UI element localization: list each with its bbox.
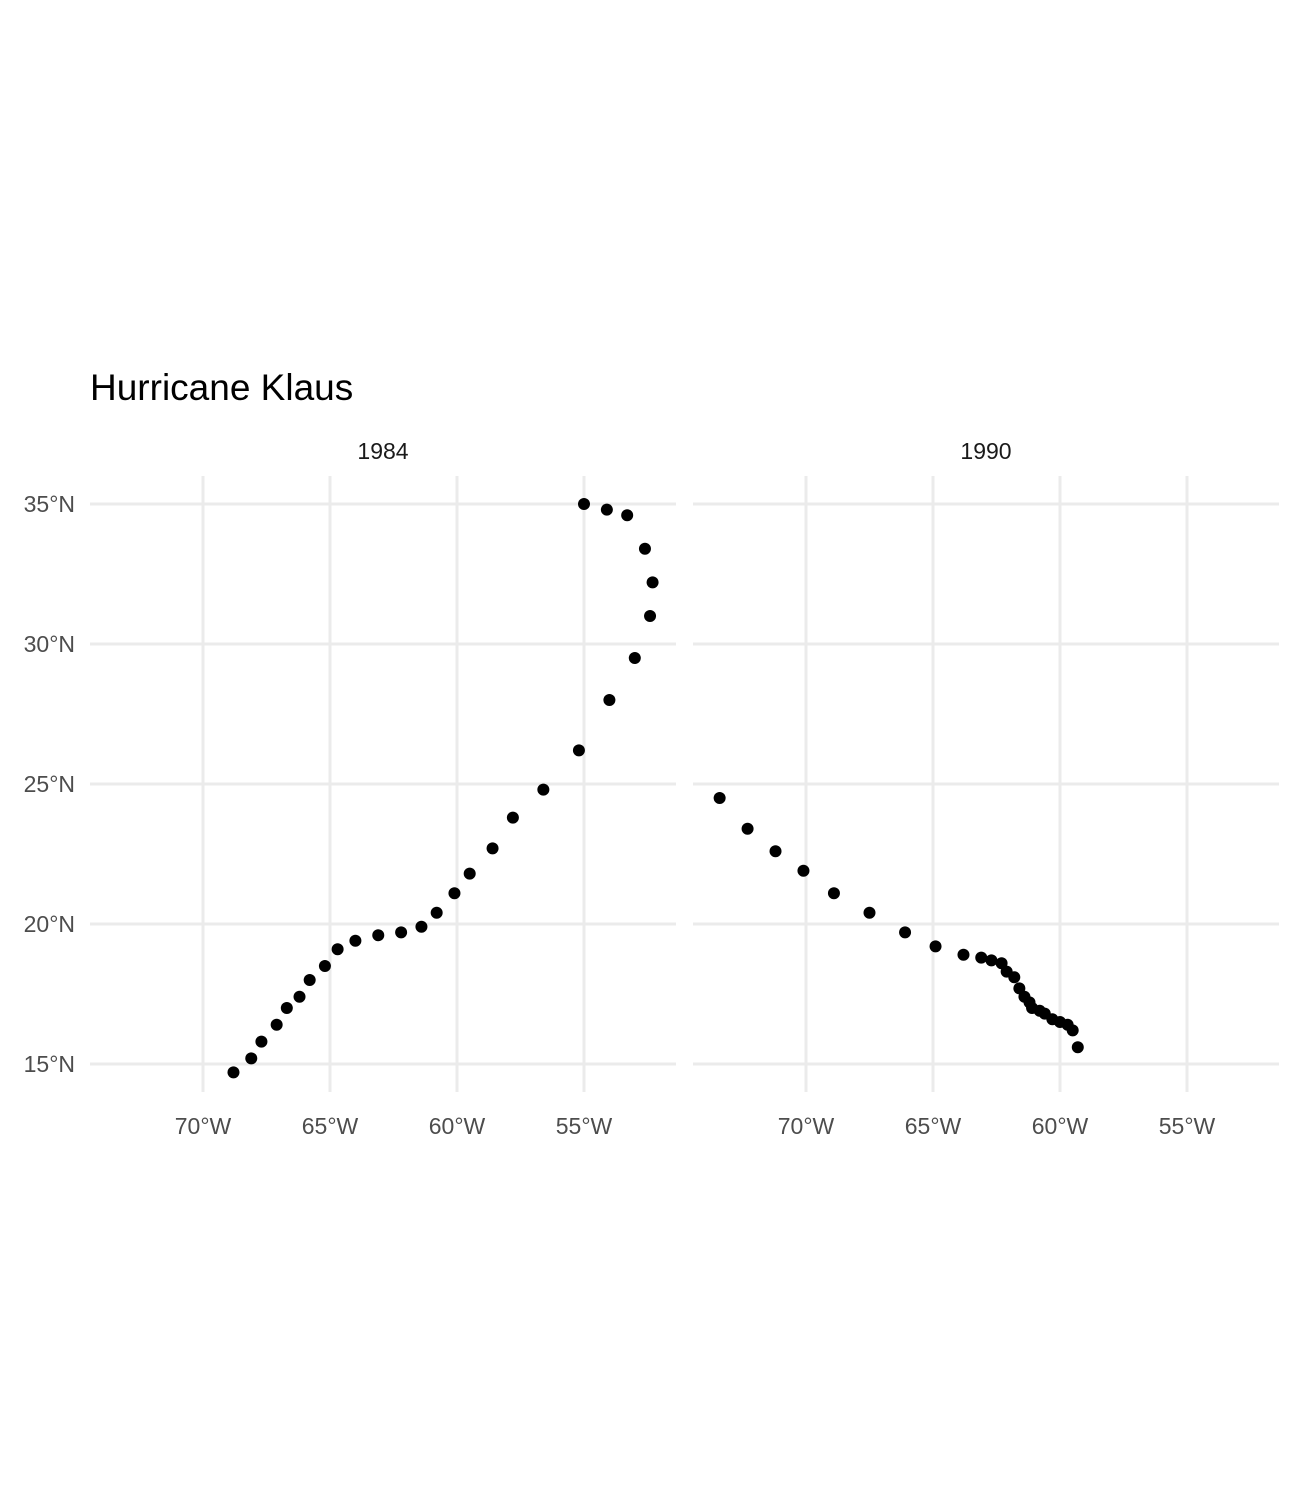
track-point xyxy=(395,926,408,939)
track-point xyxy=(415,920,428,933)
track-point xyxy=(372,929,385,942)
track-point xyxy=(628,652,641,664)
track-point xyxy=(255,1035,268,1048)
track-point xyxy=(713,792,726,804)
track-point xyxy=(463,867,476,880)
track-point xyxy=(644,610,657,622)
track-point xyxy=(863,906,876,919)
track-point xyxy=(957,948,970,961)
x-tick-label: 65°W xyxy=(905,1113,962,1139)
track-point xyxy=(448,887,461,900)
y-tick-label: 15°N xyxy=(24,1051,75,1077)
track-point xyxy=(331,943,344,956)
track-point xyxy=(600,503,613,516)
axis-layer: 1984 70°W 65°W 60°W 55°W 1990 70°W 65°W 60°W 55°W… xyxy=(24,438,1216,1139)
track-point xyxy=(1071,1041,1084,1054)
track-point xyxy=(1066,1024,1079,1037)
track-point xyxy=(603,694,616,706)
y-tick-label: 25°N xyxy=(24,771,75,797)
track-point xyxy=(486,842,499,855)
x-tick-label: 60°W xyxy=(429,1113,486,1139)
panel-strip-label: 1984 xyxy=(357,438,408,464)
track-point xyxy=(578,498,590,510)
x-tick-label: 70°W xyxy=(778,1113,835,1139)
x-tick-label: 60°W xyxy=(1032,1113,1089,1139)
track-point xyxy=(827,887,840,900)
track-point xyxy=(899,926,912,939)
track-point xyxy=(572,744,585,757)
track-point xyxy=(280,1002,293,1014)
y-tick-label: 30°N xyxy=(24,631,75,657)
y-tick-label: 35°N xyxy=(24,491,75,517)
track-point xyxy=(741,822,754,835)
point-layer xyxy=(227,498,1084,1079)
track-point xyxy=(929,940,942,953)
panel-strip-label: 1990 xyxy=(960,438,1011,464)
track-point xyxy=(985,954,998,967)
track-point xyxy=(975,951,988,964)
track-point xyxy=(638,542,651,555)
track-point xyxy=(293,990,306,1003)
track-point xyxy=(537,783,550,796)
track-point xyxy=(318,960,331,972)
y-tick-label: 20°N xyxy=(24,911,75,937)
x-tick-label: 70°W xyxy=(175,1113,232,1139)
chart-title: Hurricane Klaus xyxy=(90,367,353,408)
x-tick-label: 65°W xyxy=(302,1113,359,1139)
track-point xyxy=(245,1052,258,1065)
track-point xyxy=(769,845,782,858)
track-point xyxy=(270,1018,283,1031)
track-point xyxy=(227,1066,240,1079)
grid-layer xyxy=(90,476,1279,1092)
track-point xyxy=(646,576,659,589)
track-point xyxy=(349,934,362,947)
track-point xyxy=(621,509,634,522)
x-tick-label: 55°W xyxy=(556,1113,613,1139)
track-point xyxy=(303,974,316,986)
track-point xyxy=(1008,971,1021,984)
track-point xyxy=(430,906,443,919)
x-tick-label: 55°W xyxy=(1159,1113,1216,1139)
track-point xyxy=(797,864,810,877)
track-point xyxy=(506,811,519,824)
